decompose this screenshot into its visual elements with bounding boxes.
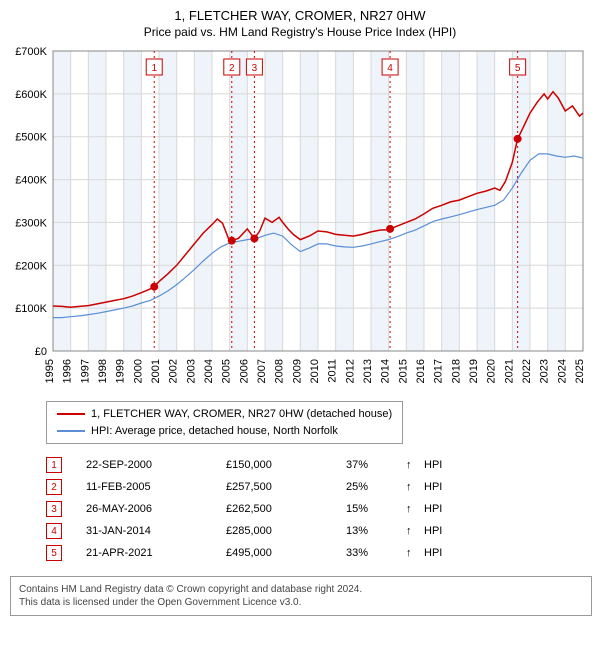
transaction-price: £285,000 [226, 525, 346, 537]
svg-text:2021: 2021 [503, 359, 515, 383]
transaction-price: £495,000 [226, 547, 346, 559]
svg-text:1997: 1997 [79, 359, 91, 383]
svg-text:2001: 2001 [150, 359, 162, 383]
legend-item: HPI: Average price, detached house, Nort… [57, 423, 392, 440]
chart-legend: 1, FLETCHER WAY, CROMER, NR27 0HW (detac… [46, 401, 403, 444]
svg-text:2012: 2012 [344, 359, 356, 383]
transaction-row: 5 21-APR-2021£495,00033%↑HPI [46, 542, 566, 564]
svg-text:2010: 2010 [309, 359, 321, 383]
svg-text:2004: 2004 [203, 359, 215, 383]
svg-text:2008: 2008 [274, 359, 286, 383]
up-arrow-icon: ↑ [406, 525, 424, 537]
page-subtitle: Price paid vs. HM Land Registry's House … [4, 25, 596, 39]
attribution-line2: This data is licensed under the Open Gov… [19, 596, 583, 609]
transaction-row: 1 22-SEP-2000£150,00037%↑HPI [46, 454, 566, 476]
transaction-date: 22-SEP-2000 [86, 459, 226, 471]
svg-text:2019: 2019 [468, 359, 480, 383]
svg-text:2007: 2007 [256, 359, 268, 383]
svg-text:1: 1 [151, 63, 157, 74]
transaction-vs: HPI [424, 503, 442, 515]
svg-text:2017: 2017 [433, 359, 445, 383]
transaction-pct: 25% [346, 481, 406, 493]
svg-text:1998: 1998 [97, 359, 109, 383]
transaction-pct: 15% [346, 503, 406, 515]
svg-text:2006: 2006 [238, 359, 250, 383]
transactions-table: 122-SEP-2000£150,00037%↑HPI211-FEB-2005£… [46, 448, 566, 570]
svg-text:2009: 2009 [291, 359, 303, 383]
svg-text:2005: 2005 [221, 359, 233, 383]
svg-text:£700K: £700K [15, 46, 47, 58]
svg-text:2000: 2000 [132, 359, 144, 383]
svg-text:2011: 2011 [327, 359, 339, 383]
price-chart: £0 £100K £200K £300K £400K £500K £600K £700K 199… [5, 45, 595, 395]
svg-text:£300K: £300K [15, 217, 47, 229]
svg-text:2002: 2002 [168, 359, 180, 383]
svg-text:1999: 1999 [115, 359, 127, 383]
svg-text:2022: 2022 [521, 359, 533, 383]
svg-text:2024: 2024 [556, 359, 568, 383]
up-arrow-icon: ↑ [406, 503, 424, 515]
legend-label: 1, FLETCHER WAY, CROMER, NR27 0HW (detac… [91, 406, 392, 423]
transaction-vs: HPI [424, 547, 442, 559]
svg-text:£100K: £100K [15, 303, 47, 315]
transaction-badge: 2 [46, 479, 62, 495]
attribution-box: Contains HM Land Registry data © Crown c… [10, 576, 592, 616]
transaction-pct: 33% [346, 547, 406, 559]
transaction-vs: HPI [424, 481, 442, 493]
page-title: 1, FLETCHER WAY, CROMER, NR27 0HW [4, 8, 596, 23]
svg-text:2014: 2014 [380, 359, 392, 383]
legend-swatch [57, 430, 85, 432]
attribution-line1: Contains HM Land Registry data © Crown c… [19, 583, 583, 596]
svg-text:1996: 1996 [62, 359, 74, 383]
svg-text:£200K: £200K [15, 260, 47, 272]
up-arrow-icon: ↑ [406, 547, 424, 559]
transaction-price: £150,000 [226, 459, 346, 471]
svg-text:£500K: £500K [15, 132, 47, 144]
svg-text:£600K: £600K [15, 89, 47, 101]
transaction-row: 2 11-FEB-2005£257,50025%↑HPI [46, 476, 566, 498]
transaction-vs: HPI [424, 525, 442, 537]
svg-text:5: 5 [515, 63, 521, 74]
transaction-date: 11-FEB-2005 [86, 481, 226, 493]
svg-text:£0: £0 [35, 346, 47, 358]
svg-text:3: 3 [252, 63, 258, 74]
transaction-row: 3 26-MAY-2006£262,50015%↑HPI [46, 498, 566, 520]
legend-item: 1, FLETCHER WAY, CROMER, NR27 0HW (detac… [57, 406, 392, 423]
svg-text:2018: 2018 [450, 359, 462, 383]
transaction-date: 21-APR-2021 [86, 547, 226, 559]
svg-text:2025: 2025 [574, 359, 586, 383]
up-arrow-icon: ↑ [406, 459, 424, 471]
svg-text:2013: 2013 [362, 359, 374, 383]
legend-label: HPI: Average price, detached house, Nort… [91, 423, 338, 440]
transaction-badge: 5 [46, 545, 62, 561]
transaction-price: £262,500 [226, 503, 346, 515]
transaction-badge: 4 [46, 523, 62, 539]
transaction-pct: 13% [346, 525, 406, 537]
svg-text:2020: 2020 [486, 359, 498, 383]
transaction-badge: 1 [46, 457, 62, 473]
transaction-vs: HPI [424, 459, 442, 471]
legend-swatch [57, 413, 85, 415]
svg-text:2015: 2015 [397, 359, 409, 383]
transaction-date: 26-MAY-2006 [86, 503, 226, 515]
transaction-badge: 3 [46, 501, 62, 517]
transaction-date: 31-JAN-2014 [86, 525, 226, 537]
svg-text:£400K: £400K [15, 175, 47, 187]
chart-svg: £0 £100K £200K £300K £400K £500K £600K £700K 199… [5, 45, 595, 395]
up-arrow-icon: ↑ [406, 481, 424, 493]
svg-text:2003: 2003 [185, 359, 197, 383]
transaction-row: 4 31-JAN-2014£285,00013%↑HPI [46, 520, 566, 542]
svg-text:4: 4 [387, 63, 393, 74]
transaction-price: £257,500 [226, 481, 346, 493]
transaction-pct: 37% [346, 459, 406, 471]
svg-text:2016: 2016 [415, 359, 427, 383]
svg-text:1995: 1995 [44, 359, 56, 383]
svg-text:2: 2 [229, 63, 235, 74]
svg-text:2023: 2023 [539, 359, 551, 383]
